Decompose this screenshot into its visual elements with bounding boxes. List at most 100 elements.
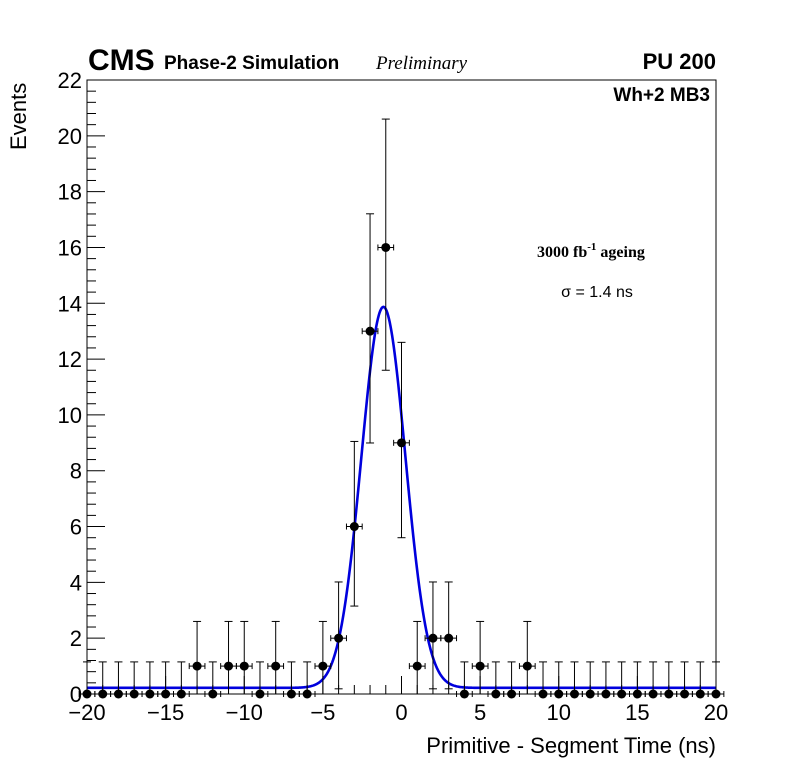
pileup-label: PU 200: [643, 49, 716, 74]
data-marker: [365, 326, 375, 336]
x-tick-label: −10: [226, 700, 263, 725]
data-marker: [695, 689, 705, 699]
ageing-main: 3000 fb: [537, 244, 587, 261]
data-point: [566, 661, 583, 699]
data-marker: [271, 661, 281, 671]
x-tick-label: 20: [704, 700, 728, 725]
data-point: [251, 661, 269, 699]
data-point: [597, 661, 615, 699]
y-tick-label: 12: [58, 347, 82, 372]
sigma-label: σ = 1.4 ns: [561, 284, 633, 301]
y-tick-label: 0: [70, 682, 82, 707]
data-point: [172, 661, 190, 699]
data-point: [487, 661, 505, 699]
data-point: [393, 341, 410, 539]
x-tick-label: −20: [68, 700, 105, 725]
data-marker: [318, 661, 328, 671]
data-point: [188, 620, 206, 695]
x-axis-title: Primitive - Segment Time (ns): [426, 733, 716, 758]
data-point: [534, 661, 552, 699]
ageing-tail: ageing: [596, 244, 644, 261]
data-marker: [161, 689, 171, 699]
data-point: [235, 620, 253, 695]
data-marker: [475, 661, 485, 671]
data-point: [503, 661, 520, 699]
data-point: [314, 620, 332, 695]
y-tick-label: 6: [70, 515, 82, 540]
data-marker: [334, 633, 344, 643]
data-marker: [680, 689, 690, 699]
y-tick-label: 22: [58, 68, 82, 93]
data-marker: [522, 661, 532, 671]
data-marker: [648, 689, 658, 699]
data-point: [361, 213, 379, 444]
data-marker: [585, 689, 595, 699]
y-tick-label: 16: [58, 235, 82, 260]
data-marker: [617, 689, 627, 699]
y-tick-label: 10: [58, 403, 82, 428]
x-tick-label: 15: [625, 700, 649, 725]
data-marker: [507, 689, 517, 699]
data-marker: [428, 633, 438, 643]
y-tick-label: 20: [58, 124, 82, 149]
x-tick-label: −5: [310, 700, 335, 725]
data-marker: [113, 689, 123, 699]
data-point: [408, 620, 426, 695]
y-tick-label: 8: [70, 459, 82, 484]
data-point: [141, 661, 159, 699]
x-tick-label: −15: [147, 700, 184, 725]
phase-label: Phase-2 Simulation: [164, 53, 339, 74]
data-point: [330, 581, 347, 690]
data-point: [345, 440, 363, 607]
data-point: [283, 661, 300, 699]
y-tick-label: 18: [58, 180, 82, 205]
data-marker: [601, 689, 611, 699]
data-marker: [381, 242, 391, 252]
data-marker: [459, 689, 469, 699]
data-marker: [208, 689, 218, 699]
data-marker: [554, 689, 564, 699]
data-marker: [129, 689, 139, 699]
data-point: [204, 661, 222, 699]
y-tick-label: 2: [70, 626, 82, 651]
data-points: [78, 118, 725, 699]
data-point: [110, 661, 127, 699]
data-marker: [349, 522, 359, 532]
data-marker: [711, 689, 721, 699]
data-point: [613, 661, 631, 699]
data-marker: [176, 689, 186, 699]
sample-label: Wh+2 MB3: [613, 85, 710, 106]
x-tick-label: 10: [547, 700, 571, 725]
data-point: [676, 661, 693, 699]
y-tick-label: 14: [58, 291, 82, 316]
cms-label: CMS: [88, 44, 155, 77]
y-axis-title: Events: [6, 83, 31, 150]
data-marker: [224, 661, 234, 671]
data-marker: [145, 689, 155, 699]
data-point: [550, 661, 568, 699]
data-marker: [98, 689, 108, 699]
data-point: [456, 661, 473, 699]
data-point: [660, 661, 678, 699]
data-point: [644, 661, 662, 699]
data-point: [157, 661, 174, 699]
data-marker: [491, 689, 501, 699]
data-point: [267, 620, 285, 695]
data-marker: [82, 689, 92, 699]
data-marker: [239, 661, 249, 671]
preliminary-label: Preliminary: [375, 53, 468, 74]
data-point: [629, 661, 646, 699]
ageing-label: 3000 fb-1 ageing: [537, 241, 645, 261]
tick-labels: −20 −15 −10 −5 0 5 10 15 20 0 2 4 6 8 10 12 14 16 18 20 22: [58, 68, 729, 725]
data-marker: [444, 633, 454, 643]
data-point: [220, 620, 237, 695]
ageing-sup: -1: [587, 241, 596, 253]
data-point: [691, 661, 709, 699]
data-marker: [664, 689, 674, 699]
data-marker: [255, 689, 265, 699]
data-point: [707, 661, 725, 699]
data-point: [581, 661, 599, 699]
data-point: [94, 661, 112, 699]
data-point: [518, 620, 536, 695]
